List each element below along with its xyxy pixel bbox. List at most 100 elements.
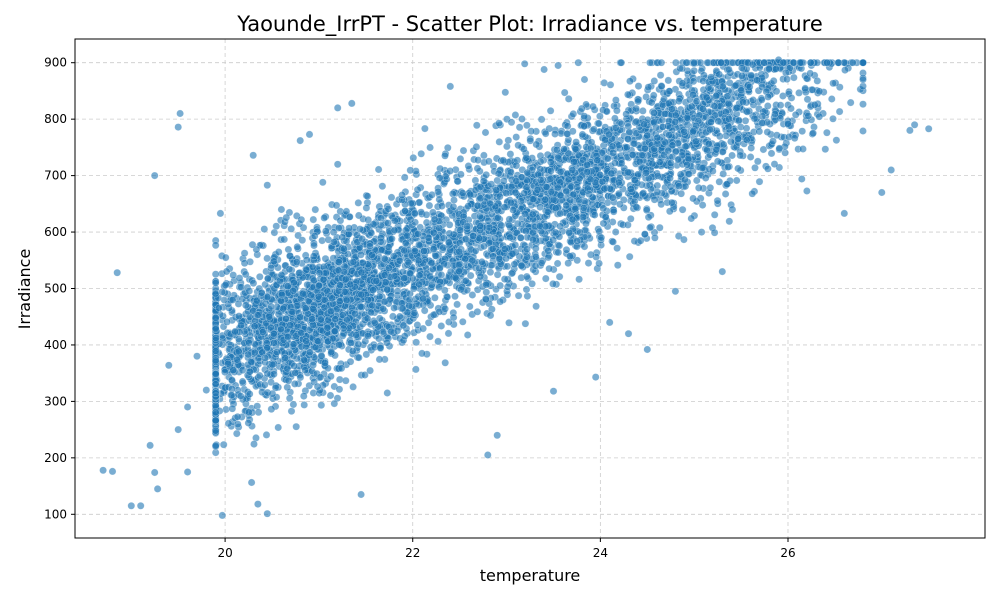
scatter-point — [611, 228, 620, 236]
scatter-point — [229, 271, 238, 279]
scatter-point — [599, 204, 608, 213]
scatter-point — [461, 235, 470, 243]
scatter-point — [715, 70, 724, 79]
scatter-point — [626, 77, 634, 86]
scatter-point — [644, 213, 653, 222]
scatter-point — [639, 107, 647, 115]
scatter-point — [364, 295, 372, 304]
scatter-point — [859, 58, 867, 67]
scatter-point — [457, 170, 465, 179]
scatter-point — [798, 127, 807, 136]
scatter-point — [641, 230, 649, 238]
scatter-point — [270, 370, 278, 379]
scatter-point — [664, 76, 673, 85]
scatter-point — [222, 405, 230, 414]
scatter-point — [337, 364, 346, 373]
scatter-point — [725, 115, 733, 123]
scatter-point — [859, 127, 867, 135]
scatter-point — [678, 79, 687, 88]
scatter-point — [387, 327, 396, 336]
scatter-point — [841, 66, 849, 74]
scatter-point — [745, 83, 754, 91]
scatter-point — [697, 228, 706, 236]
scatter-point — [651, 233, 659, 242]
scatter-point — [609, 207, 618, 216]
scatter-point — [295, 269, 303, 277]
scatter-point — [655, 223, 664, 232]
scatter-point — [473, 307, 482, 316]
scatter-point — [435, 283, 443, 292]
scatter-point — [738, 64, 746, 72]
scatter-point — [480, 151, 488, 160]
scatter-point — [211, 347, 220, 355]
scatter-point — [314, 337, 322, 346]
scatter-point — [349, 258, 358, 266]
scatter-point — [309, 361, 317, 369]
scatter-point — [772, 131, 781, 140]
scatter-point — [725, 217, 734, 226]
scatter-point — [764, 164, 772, 173]
scatter-point — [536, 203, 544, 211]
scatter-point — [650, 118, 658, 127]
scatter-point — [545, 264, 554, 273]
scatter-point — [821, 145, 830, 154]
scatter-point — [415, 271, 424, 280]
scatter-point — [678, 205, 687, 214]
scatter-point — [260, 225, 269, 233]
scatter-point — [526, 136, 535, 145]
scatter-point — [426, 143, 434, 152]
scatter-point — [516, 234, 525, 242]
scatter-point — [511, 111, 520, 119]
scatter-point — [300, 401, 309, 409]
scatter-point — [410, 309, 419, 317]
scatter-point — [741, 116, 750, 125]
scatter-point — [376, 237, 385, 246]
scatter-point — [634, 97, 642, 106]
scatter-point — [712, 145, 721, 154]
scatter-point — [293, 243, 302, 251]
scatter-point — [322, 227, 330, 235]
scatter-point — [769, 137, 777, 145]
scatter-point — [580, 112, 589, 121]
scatter-point — [625, 252, 634, 261]
scatter-point — [556, 222, 565, 231]
scatter-point — [414, 229, 422, 238]
scatter-point — [450, 196, 458, 204]
scatter-point — [681, 182, 690, 191]
scatter-point — [643, 131, 652, 140]
scatter-point — [587, 250, 595, 259]
scatter-point — [413, 321, 422, 329]
scatter-point — [569, 110, 578, 118]
scatter-point — [425, 201, 434, 210]
scatter-point — [689, 194, 697, 203]
scatter-point — [521, 209, 529, 218]
scatter-point — [453, 177, 462, 186]
scatter-point — [292, 258, 301, 266]
scatter-point — [514, 141, 523, 150]
scatter-point — [759, 145, 768, 154]
scatter-point — [260, 380, 269, 389]
scatter-point — [281, 354, 290, 362]
scatter-point — [340, 288, 349, 296]
scatter-point — [488, 245, 497, 253]
scatter-point — [388, 234, 396, 243]
scatter-point — [385, 264, 393, 272]
scatter-point — [441, 151, 449, 160]
scatter-point — [573, 256, 582, 265]
scatter-point — [727, 137, 735, 146]
scatter-point — [523, 168, 532, 177]
scatter-point — [790, 134, 799, 143]
scatter-point — [746, 153, 755, 161]
scatter-point — [487, 261, 496, 270]
scatter-point — [650, 195, 659, 204]
scatter-point — [390, 216, 399, 225]
scatter-point — [743, 107, 752, 116]
scatter-point — [474, 156, 482, 164]
scatter-point — [420, 247, 428, 255]
scatter-point — [742, 136, 751, 144]
scatter-point — [366, 366, 374, 375]
scatter-point — [409, 153, 418, 162]
scatter-point — [770, 160, 779, 168]
scatter-point — [647, 98, 656, 107]
scatter-point — [310, 241, 318, 250]
